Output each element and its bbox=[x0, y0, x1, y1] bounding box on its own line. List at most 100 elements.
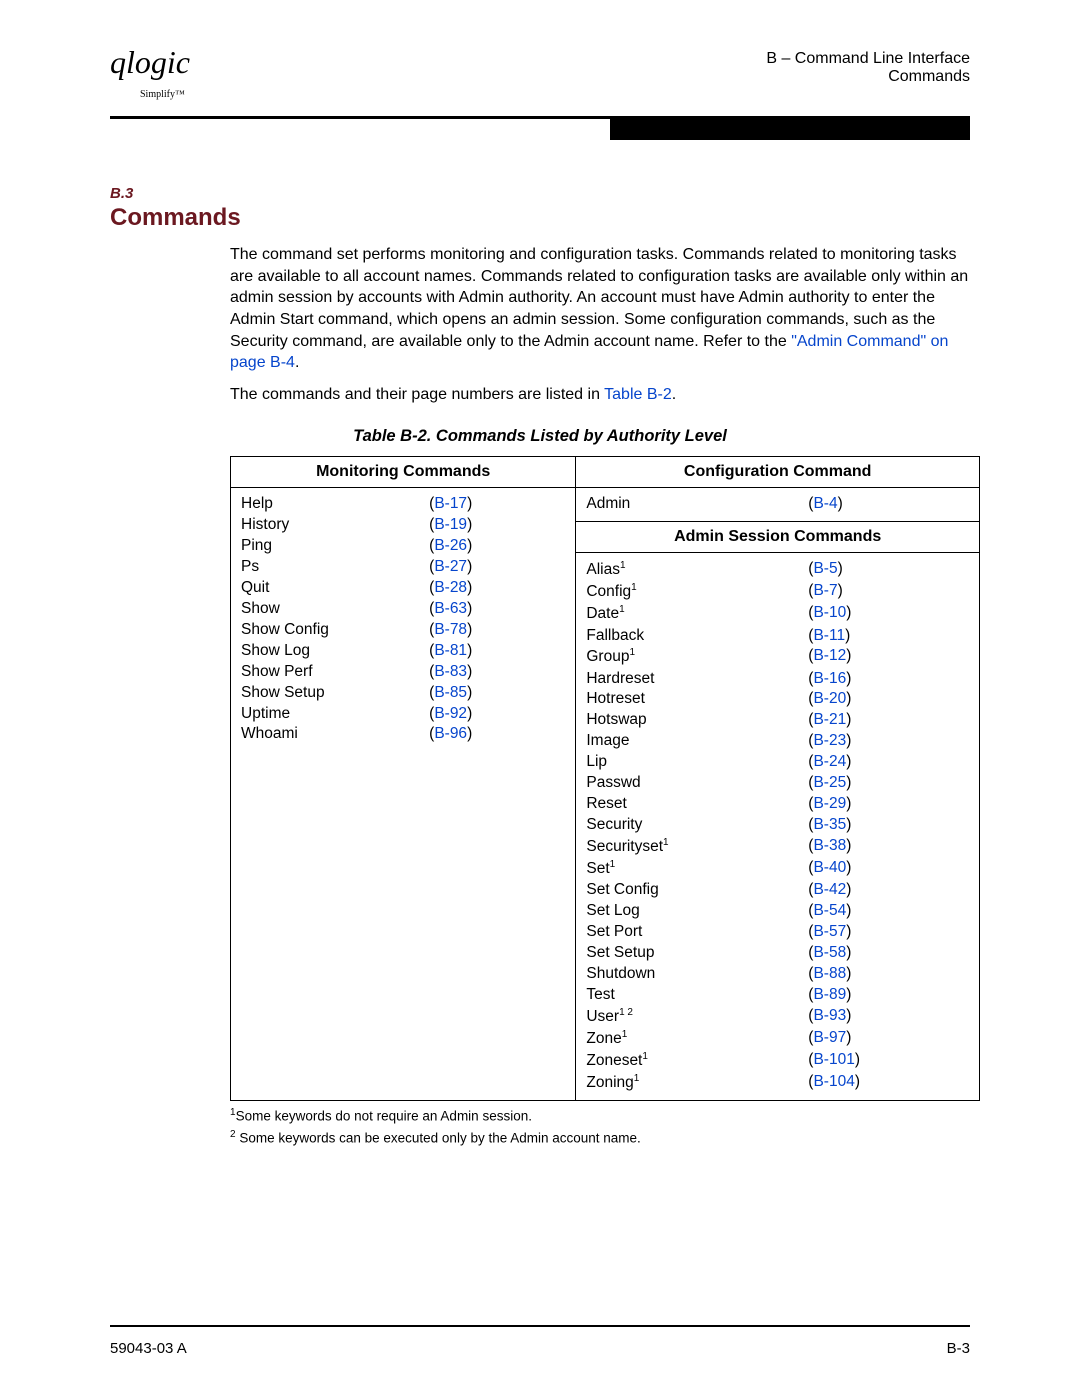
command-page: (B-28) bbox=[429, 578, 565, 599]
command-name: Zoneset1 bbox=[586, 1050, 808, 1072]
command-name: Hardreset bbox=[586, 669, 808, 690]
page-link[interactable]: B-93 bbox=[813, 1007, 846, 1024]
table-b2-link[interactable]: Table B-2 bbox=[604, 386, 672, 403]
page-link[interactable]: B-12 bbox=[813, 647, 846, 664]
header-black-bar bbox=[610, 118, 970, 140]
command-page: (B-92) bbox=[429, 704, 565, 725]
page-link[interactable]: B-28 bbox=[434, 579, 467, 596]
command-row: Image(B-23) bbox=[586, 731, 969, 752]
command-name: Help bbox=[241, 494, 429, 515]
monitoring-header: Monitoring Commands bbox=[231, 457, 576, 488]
page-link[interactable]: B-81 bbox=[434, 642, 467, 659]
command-row: Securityset1(B-38) bbox=[586, 836, 969, 858]
command-row: Show Config(B-78) bbox=[241, 620, 565, 641]
command-name: Quit bbox=[241, 578, 429, 599]
page-link[interactable]: B-57 bbox=[813, 923, 846, 940]
command-name: Zoning1 bbox=[586, 1072, 808, 1094]
page-link[interactable]: B-78 bbox=[434, 621, 467, 638]
page-link[interactable]: B-20 bbox=[813, 690, 846, 707]
table-body-row: Help(B-17)History(B-19)Ping(B-26)Ps(B-27… bbox=[231, 488, 980, 522]
page-link[interactable]: B-85 bbox=[434, 684, 467, 701]
paragraph-1: The command set performs monitoring and … bbox=[230, 244, 970, 374]
page-link[interactable]: B-4 bbox=[813, 495, 837, 512]
page-link[interactable]: B-42 bbox=[813, 881, 846, 898]
command-row: Show Perf(B-83) bbox=[241, 662, 565, 683]
command-name: Set Config bbox=[586, 880, 808, 901]
command-name: User1 2 bbox=[586, 1006, 808, 1028]
command-name: Ping bbox=[241, 536, 429, 557]
page-link[interactable]: B-35 bbox=[813, 816, 846, 833]
footnote-1: 1Some keywords do not require an Admin s… bbox=[230, 1107, 970, 1124]
command-row: Reset(B-29) bbox=[586, 794, 969, 815]
command-name: Show Setup bbox=[241, 683, 429, 704]
page-link[interactable]: B-5 bbox=[813, 560, 837, 577]
command-name: Config1 bbox=[586, 581, 808, 603]
command-row: Test(B-89) bbox=[586, 985, 969, 1006]
para2-text-b: . bbox=[672, 386, 676, 403]
command-row: Passwd(B-25) bbox=[586, 773, 969, 794]
command-page: (B-29) bbox=[808, 794, 969, 815]
command-name: Show Log bbox=[241, 641, 429, 662]
command-row: Ps(B-27) bbox=[241, 557, 565, 578]
page-link[interactable]: B-92 bbox=[434, 705, 467, 722]
para1-text-b: . bbox=[295, 354, 299, 371]
page-link[interactable]: B-26 bbox=[434, 537, 467, 554]
command-page: (B-4) bbox=[808, 494, 969, 515]
command-row: Set Config(B-42) bbox=[586, 880, 969, 901]
page-link[interactable]: B-24 bbox=[813, 753, 846, 770]
command-page: (B-35) bbox=[808, 815, 969, 836]
table-header-row: Monitoring Commands Configuration Comman… bbox=[231, 457, 980, 488]
page-link[interactable]: B-11 bbox=[813, 627, 845, 644]
command-page: (B-89) bbox=[808, 985, 969, 1006]
page-link[interactable]: B-58 bbox=[813, 944, 846, 961]
command-page: (B-42) bbox=[808, 880, 969, 901]
command-name: Shutdown bbox=[586, 964, 808, 985]
command-name: Security bbox=[586, 815, 808, 836]
page-link[interactable]: B-17 bbox=[434, 495, 467, 512]
page-link[interactable]: B-16 bbox=[813, 670, 846, 687]
footnote-2: 2 Some keywords can be executed only by … bbox=[230, 1129, 970, 1146]
command-row: Security(B-35) bbox=[586, 815, 969, 836]
command-page: (B-23) bbox=[808, 731, 969, 752]
command-name: Set Setup bbox=[586, 943, 808, 964]
page-link[interactable]: B-40 bbox=[813, 859, 846, 876]
command-row: History(B-19) bbox=[241, 515, 565, 536]
command-page: (B-54) bbox=[808, 901, 969, 922]
command-page: (B-11) bbox=[808, 626, 969, 647]
page-link[interactable]: B-63 bbox=[434, 600, 467, 617]
command-row: Set Setup(B-58) bbox=[586, 943, 969, 964]
page-link[interactable]: B-89 bbox=[813, 986, 846, 1003]
page-link[interactable]: B-104 bbox=[813, 1073, 854, 1090]
command-name: Whoami bbox=[241, 724, 429, 745]
command-name: Set1 bbox=[586, 858, 808, 880]
page-link[interactable]: B-19 bbox=[434, 516, 467, 533]
page-link[interactable]: B-83 bbox=[434, 663, 467, 680]
command-name: Date1 bbox=[586, 603, 808, 625]
page-link[interactable]: B-96 bbox=[434, 725, 467, 742]
command-page: (B-27) bbox=[429, 557, 565, 578]
command-page: (B-12) bbox=[808, 646, 969, 668]
page-link[interactable]: B-38 bbox=[813, 837, 846, 854]
para2-text-a: The commands and their page numbers are … bbox=[230, 386, 604, 403]
configuration-header: Configuration Command bbox=[576, 457, 980, 488]
command-page: (B-19) bbox=[429, 515, 565, 536]
page-link[interactable]: B-88 bbox=[813, 965, 846, 982]
command-sup: 1 bbox=[631, 582, 637, 593]
page-link[interactable]: B-7 bbox=[813, 582, 837, 599]
command-row: Admin(B-4) bbox=[586, 494, 969, 515]
page-link[interactable]: B-21 bbox=[813, 711, 846, 728]
command-row: Config1(B-7) bbox=[586, 581, 969, 603]
command-page: (B-81) bbox=[429, 641, 565, 662]
page-link[interactable]: B-101 bbox=[813, 1051, 854, 1068]
command-page: (B-85) bbox=[429, 683, 565, 704]
command-page: (B-78) bbox=[429, 620, 565, 641]
page-link[interactable]: B-23 bbox=[813, 732, 846, 749]
page-link[interactable]: B-54 bbox=[813, 902, 846, 919]
command-name: Hotreset bbox=[586, 689, 808, 710]
command-row: Date1(B-10) bbox=[586, 603, 969, 625]
page-link[interactable]: B-29 bbox=[813, 795, 846, 812]
page-link[interactable]: B-27 bbox=[434, 558, 467, 575]
page-link[interactable]: B-97 bbox=[813, 1029, 846, 1046]
page-link[interactable]: B-25 bbox=[813, 774, 846, 791]
page-link[interactable]: B-10 bbox=[813, 604, 846, 621]
